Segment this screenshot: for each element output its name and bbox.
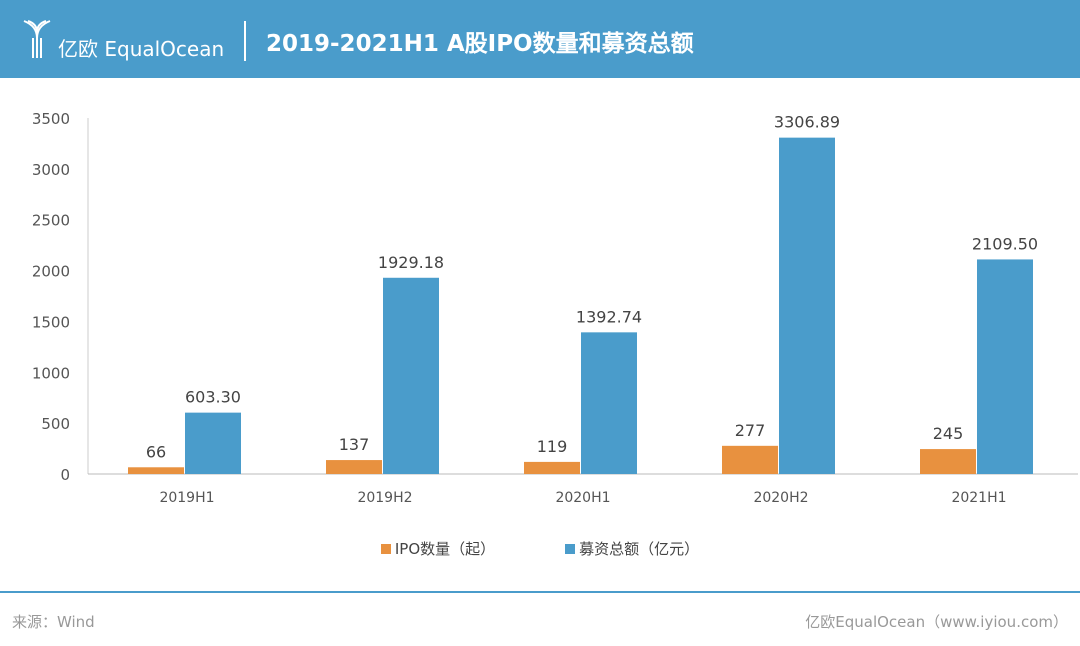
logo-text: 亿欧 EqualOcean <box>58 37 225 61</box>
y-tick-label: 1000 <box>32 364 70 382</box>
page-title: 2019-2021H1 A股IPO数量和募资总额 <box>266 31 694 57</box>
data-label: 1929.18 <box>378 253 444 272</box>
bar <box>581 332 637 474</box>
legend-label: IPO数量（起） <box>394 540 496 558</box>
x-tick-label: 2020H2 <box>753 490 808 506</box>
bar <box>128 467 184 474</box>
bar <box>920 449 976 474</box>
footer-divider <box>0 591 1080 593</box>
bar <box>977 259 1033 474</box>
bar <box>524 461 580 474</box>
legend-swatch <box>565 544 576 554</box>
legend-label: 募资总额（亿元） <box>579 540 700 558</box>
data-label: 2109.50 <box>972 234 1038 253</box>
data-label: 66 <box>146 442 166 461</box>
bar <box>779 137 835 475</box>
data-label: 119 <box>537 437 568 456</box>
bar <box>326 460 382 474</box>
header-divider <box>244 21 246 61</box>
credit-note: 亿欧EqualOcean（www.iyiou.com） <box>805 613 1068 631</box>
x-tick-label: 2019H2 <box>357 490 412 506</box>
y-tick-label: 0 <box>60 466 70 484</box>
data-label: 3306.89 <box>774 113 840 132</box>
legend-item-ipo-count: IPO数量（起） <box>380 538 496 559</box>
y-tick-label: 500 <box>41 415 70 433</box>
y-tick-label: 3500 <box>32 110 70 128</box>
bar <box>383 277 439 474</box>
y-tick-label: 2500 <box>32 212 70 230</box>
y-tick-label: 1500 <box>32 313 70 331</box>
x-tick-label: 2021H1 <box>951 490 1006 506</box>
legend-item-fundraising: 募资总额（亿元） <box>565 538 699 559</box>
y-tick-label: 3000 <box>32 161 70 179</box>
bar <box>185 412 241 474</box>
data-label: 277 <box>735 421 766 440</box>
data-label: 137 <box>339 435 370 454</box>
data-label: 603.30 <box>185 388 241 407</box>
bar <box>722 445 778 474</box>
source-note: 来源：Wind <box>12 613 95 631</box>
y-tick-label: 2000 <box>32 263 70 281</box>
logo: 亿欧 EqualOcean <box>22 18 224 60</box>
bar-chart: 0 500 1000 1500 2000 2500 3000 3500 2019H1 66 603.… <box>32 110 1078 506</box>
legend: IPO数量（起） 募资总额（亿元） <box>0 538 1080 559</box>
legend-swatch <box>380 544 391 554</box>
x-tick-label: 2019H1 <box>159 490 214 506</box>
logo-icon <box>23 20 51 58</box>
x-tick-label: 2020H1 <box>555 490 610 506</box>
data-label: 1392.74 <box>576 307 642 326</box>
header: 亿欧 EqualOcean 2019-2021H1 A股IPO数量和募资总额 <box>0 0 1080 78</box>
data-label: 245 <box>933 424 964 443</box>
